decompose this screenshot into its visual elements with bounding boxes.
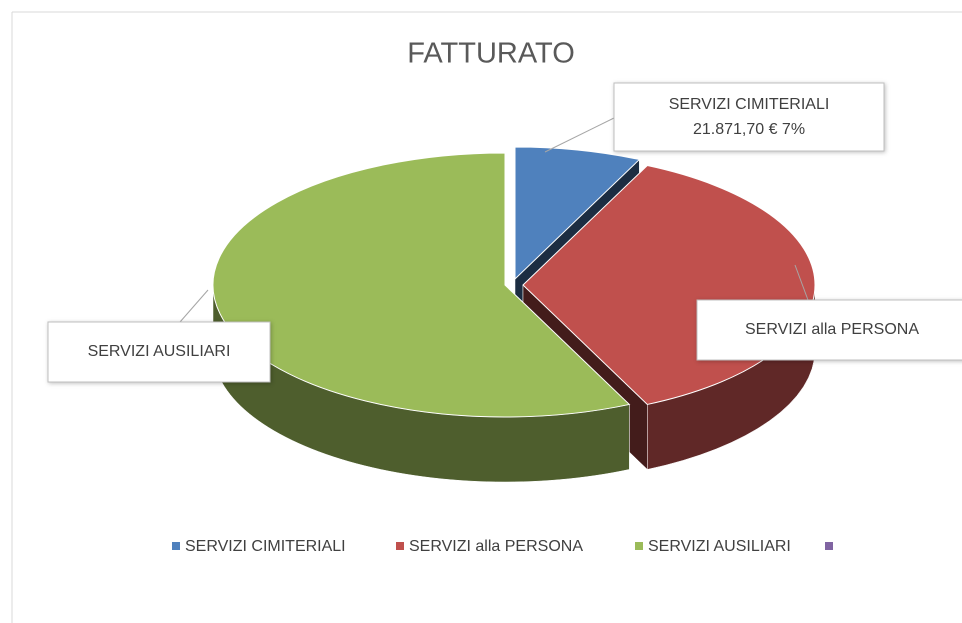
legend-marker bbox=[396, 542, 404, 550]
slice bbox=[514, 146, 641, 281]
leader-line bbox=[544, 117, 615, 153]
leader-line bbox=[179, 289, 209, 323]
legend-label: SERVIZI alla PERSONA bbox=[409, 538, 583, 555]
slice bbox=[212, 152, 631, 418]
legend-marker bbox=[635, 542, 643, 550]
data-label: SERVIZI CIMITERIALI bbox=[669, 96, 830, 113]
data-label: SERVIZI alla PERSONA bbox=[745, 321, 919, 338]
legend-label: SERVIZI AUSILIARI bbox=[648, 538, 791, 555]
data-label-box bbox=[613, 82, 885, 152]
legend-marker bbox=[825, 542, 833, 550]
legend-marker bbox=[172, 542, 180, 550]
chart-title: FATTURATO bbox=[407, 38, 575, 70]
slice-tops bbox=[212, 146, 816, 418]
data-label: SERVIZI AUSILIARI bbox=[88, 343, 231, 360]
legend-label: SERVIZI CIMITERIALI bbox=[185, 538, 346, 555]
data-label-box bbox=[696, 299, 962, 361]
data-label-value: 21.871,70 € 7% bbox=[693, 121, 805, 138]
leader-line bbox=[794, 264, 809, 301]
data-label-box bbox=[47, 321, 271, 383]
